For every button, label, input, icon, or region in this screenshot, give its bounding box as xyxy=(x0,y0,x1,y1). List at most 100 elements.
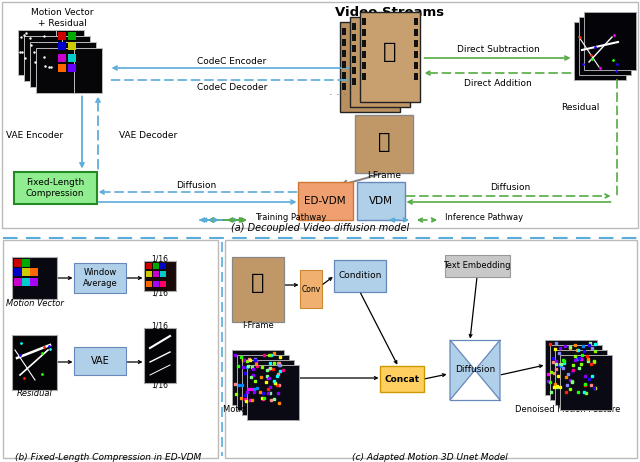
FancyBboxPatch shape xyxy=(14,259,22,267)
FancyBboxPatch shape xyxy=(30,42,68,87)
FancyBboxPatch shape xyxy=(414,73,418,80)
FancyBboxPatch shape xyxy=(394,83,398,90)
FancyBboxPatch shape xyxy=(414,18,418,25)
FancyBboxPatch shape xyxy=(362,51,366,58)
FancyBboxPatch shape xyxy=(74,263,126,293)
FancyBboxPatch shape xyxy=(36,48,74,93)
Text: CodeC Encoder: CodeC Encoder xyxy=(197,57,267,67)
FancyBboxPatch shape xyxy=(362,29,366,36)
Text: 1/16: 1/16 xyxy=(152,381,168,389)
FancyBboxPatch shape xyxy=(22,259,30,267)
FancyBboxPatch shape xyxy=(18,30,56,75)
FancyBboxPatch shape xyxy=(237,355,289,410)
Text: 1/16: 1/16 xyxy=(152,255,168,263)
Text: Motion Vector
+ Residual: Motion Vector + Residual xyxy=(31,8,93,28)
FancyBboxPatch shape xyxy=(68,32,76,40)
FancyBboxPatch shape xyxy=(342,83,346,90)
FancyBboxPatch shape xyxy=(14,278,22,286)
Text: VDM: VDM xyxy=(369,196,393,206)
FancyBboxPatch shape xyxy=(380,366,424,392)
FancyBboxPatch shape xyxy=(298,182,353,220)
Text: Residual: Residual xyxy=(17,389,53,397)
FancyBboxPatch shape xyxy=(394,28,398,35)
Text: Fixed-Length
Compression: Fixed-Length Compression xyxy=(26,178,84,198)
FancyBboxPatch shape xyxy=(414,29,418,36)
FancyBboxPatch shape xyxy=(404,56,408,63)
FancyBboxPatch shape xyxy=(352,34,356,41)
Text: Denoised Motion Feature: Denoised Motion Feature xyxy=(515,406,621,414)
FancyBboxPatch shape xyxy=(352,45,356,52)
FancyBboxPatch shape xyxy=(300,270,322,308)
FancyBboxPatch shape xyxy=(12,335,57,390)
FancyBboxPatch shape xyxy=(362,73,366,80)
Text: VAE Encoder: VAE Encoder xyxy=(6,130,63,140)
FancyBboxPatch shape xyxy=(56,30,84,75)
Text: Diffusion: Diffusion xyxy=(176,182,216,190)
Text: Concat: Concat xyxy=(385,375,420,383)
FancyBboxPatch shape xyxy=(550,345,602,400)
Text: Motion Feature: Motion Feature xyxy=(223,406,287,414)
FancyBboxPatch shape xyxy=(355,115,413,173)
Text: Window
Average: Window Average xyxy=(83,268,117,288)
Text: VAE Decoder: VAE Decoder xyxy=(119,130,177,140)
Text: (b) Fixed-Length Compression in ED-VDM: (b) Fixed-Length Compression in ED-VDM xyxy=(15,452,201,462)
FancyBboxPatch shape xyxy=(362,40,366,47)
FancyBboxPatch shape xyxy=(146,281,152,287)
Polygon shape xyxy=(450,340,475,400)
FancyBboxPatch shape xyxy=(144,261,176,291)
Text: Direct Subtraction: Direct Subtraction xyxy=(456,45,540,55)
Text: 🚶: 🚶 xyxy=(383,42,397,62)
Text: ED-VDM: ED-VDM xyxy=(304,196,346,206)
FancyBboxPatch shape xyxy=(58,54,66,62)
FancyBboxPatch shape xyxy=(545,340,597,395)
FancyBboxPatch shape xyxy=(414,62,418,69)
FancyBboxPatch shape xyxy=(360,12,420,102)
FancyBboxPatch shape xyxy=(352,67,356,74)
FancyBboxPatch shape xyxy=(342,39,346,46)
Text: Condition: Condition xyxy=(339,272,381,280)
FancyBboxPatch shape xyxy=(30,268,38,276)
Text: Residual: Residual xyxy=(561,103,599,113)
FancyBboxPatch shape xyxy=(342,72,346,79)
FancyBboxPatch shape xyxy=(394,39,398,46)
FancyBboxPatch shape xyxy=(574,22,626,80)
FancyBboxPatch shape xyxy=(160,263,166,269)
Text: CodeC Decoder: CodeC Decoder xyxy=(197,84,267,92)
FancyBboxPatch shape xyxy=(160,271,166,277)
Text: Direct Addition: Direct Addition xyxy=(464,79,532,87)
Text: I-Frame: I-Frame xyxy=(242,321,274,329)
Text: I-Frame: I-Frame xyxy=(367,170,401,180)
FancyBboxPatch shape xyxy=(342,61,346,68)
Text: Diffusion: Diffusion xyxy=(490,183,530,193)
FancyBboxPatch shape xyxy=(30,278,38,286)
Text: Training Pathway: Training Pathway xyxy=(255,213,326,223)
FancyBboxPatch shape xyxy=(146,263,152,269)
FancyBboxPatch shape xyxy=(404,45,408,52)
FancyBboxPatch shape xyxy=(357,182,405,220)
FancyBboxPatch shape xyxy=(394,61,398,68)
FancyBboxPatch shape xyxy=(68,64,76,72)
Text: Diffusion: Diffusion xyxy=(455,365,495,375)
FancyBboxPatch shape xyxy=(3,240,218,458)
FancyBboxPatch shape xyxy=(62,36,90,81)
FancyBboxPatch shape xyxy=(404,34,408,41)
FancyBboxPatch shape xyxy=(362,62,366,69)
FancyBboxPatch shape xyxy=(14,268,22,276)
FancyBboxPatch shape xyxy=(22,278,30,286)
FancyBboxPatch shape xyxy=(352,56,356,63)
FancyBboxPatch shape xyxy=(352,23,356,30)
FancyBboxPatch shape xyxy=(74,347,126,375)
FancyBboxPatch shape xyxy=(12,257,57,299)
FancyBboxPatch shape xyxy=(68,42,76,50)
FancyBboxPatch shape xyxy=(153,263,159,269)
FancyBboxPatch shape xyxy=(334,260,386,292)
FancyBboxPatch shape xyxy=(144,328,176,383)
FancyBboxPatch shape xyxy=(160,281,166,287)
Text: Text Embedding: Text Embedding xyxy=(444,261,511,270)
FancyBboxPatch shape xyxy=(153,281,159,287)
FancyBboxPatch shape xyxy=(2,2,638,228)
FancyBboxPatch shape xyxy=(350,17,410,107)
FancyBboxPatch shape xyxy=(68,54,76,62)
FancyBboxPatch shape xyxy=(14,172,97,204)
FancyBboxPatch shape xyxy=(445,255,510,277)
